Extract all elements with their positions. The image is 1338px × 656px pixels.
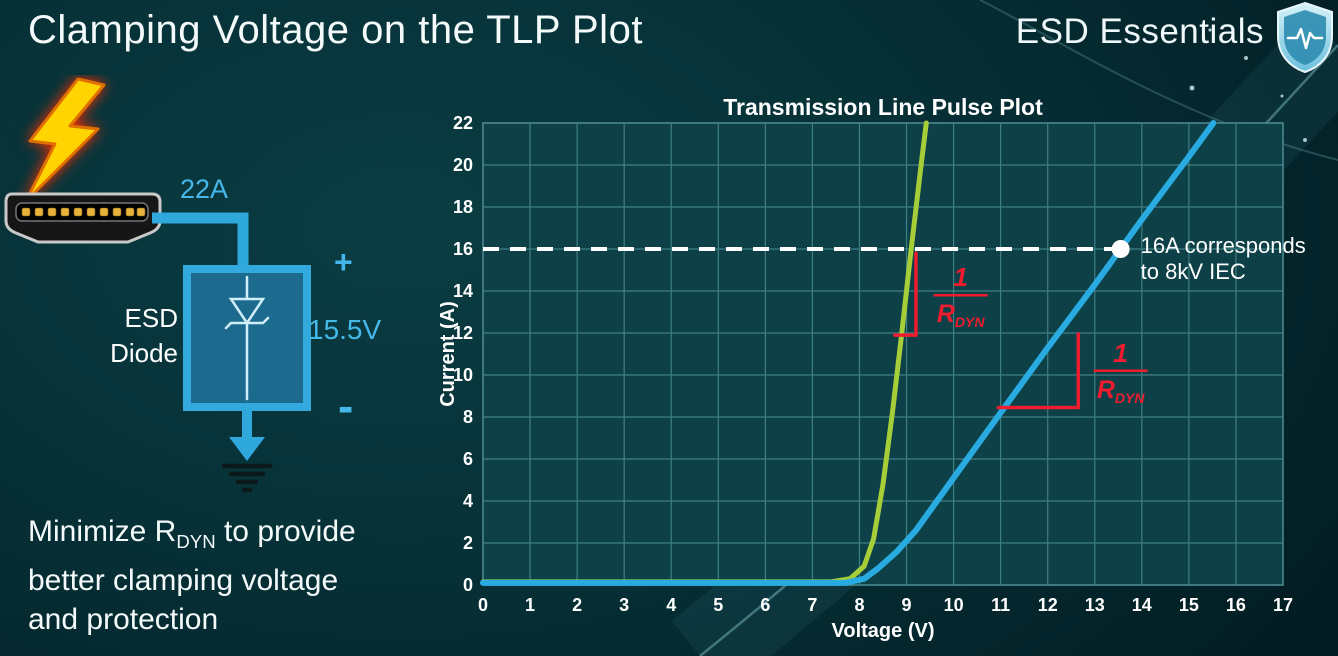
x-tick-label: 17 xyxy=(1273,595,1293,615)
caption-line1: Minimize RDYN to provide xyxy=(28,512,356,561)
surge-current-label: 22A xyxy=(180,174,229,204)
series-line-1 xyxy=(480,120,1217,586)
y-tick-label: 22 xyxy=(453,113,473,133)
x-tick-label: 11 xyxy=(991,595,1010,615)
x-tick-label: 9 xyxy=(902,595,912,615)
caption: Minimize RDYN to provide better clamping… xyxy=(28,512,356,639)
y-tick-label: 16 xyxy=(453,239,473,259)
device-label-line2: Diode xyxy=(110,338,178,368)
x-tick-label: 13 xyxy=(1085,595,1105,615)
y-tick-label: 2 xyxy=(463,533,473,553)
zener-diode-symbol-icon xyxy=(224,275,270,401)
hdmi-connector-icon xyxy=(4,192,162,244)
ground-icon xyxy=(221,463,273,493)
x-tick-label: 7 xyxy=(807,595,817,615)
y-tick-label: 8 xyxy=(463,407,473,427)
y-tick-label: 14 xyxy=(453,281,473,301)
x-tick-label: 15 xyxy=(1179,595,1199,615)
caption-line1-pre: Minimize R xyxy=(28,515,177,548)
x-tick-label: 1 xyxy=(525,595,535,615)
x-tick-label: 2 xyxy=(572,595,582,615)
surge-wire xyxy=(152,212,249,271)
y-tick-label: 0 xyxy=(463,575,473,595)
lightning-bolt-icon xyxy=(24,77,106,203)
y-tick-label: 12 xyxy=(453,323,473,343)
x-tick-label: 6 xyxy=(760,595,770,615)
caption-line1-post: to provide xyxy=(215,515,356,548)
y-tick-label: 10 xyxy=(453,365,473,385)
arrow-down-icon xyxy=(229,407,265,461)
clamp-voltage-label: 15.5V xyxy=(308,314,382,345)
y-axis-label: Current (A) xyxy=(440,301,459,407)
y-tick-label: 6 xyxy=(463,449,473,469)
brand-text: ESD Essentials xyxy=(1015,12,1264,51)
marker-dot xyxy=(1111,240,1130,258)
caption-line1-sub: DYN xyxy=(176,531,216,552)
device-label-line1: ESD xyxy=(124,303,178,333)
frac-numerator-1: 1 xyxy=(1113,338,1127,368)
x-tick-label: 8 xyxy=(854,595,864,615)
x-tick-label: 14 xyxy=(1132,595,1152,615)
caption-line3: and protection xyxy=(28,603,219,636)
x-tick-label: 4 xyxy=(666,595,676,615)
chart-title: Transmission Line Pulse Plot xyxy=(723,95,1043,120)
device-label: ESD Diode xyxy=(88,301,178,371)
tlp-chart: 1 RDYN 1 RDYN 16A corresponds to 8kV IEC 0 1 2 3 4… xyxy=(440,95,1338,656)
plot-area xyxy=(483,123,1283,585)
marker-label-line1: 16A corresponds xyxy=(1141,233,1306,258)
y-tick-label: 18 xyxy=(453,197,473,217)
x-tick-label: 10 xyxy=(944,595,964,615)
x-tick-label: 5 xyxy=(713,595,723,615)
caption-line2: better clamping voltage xyxy=(28,564,339,597)
x-axis-label: Voltage (V) xyxy=(832,620,935,642)
x-tick-label: 3 xyxy=(619,595,629,615)
x-tick-label: 0 xyxy=(478,595,488,615)
pulse-line-icon xyxy=(1286,27,1324,50)
page-title: Clamping Voltage on the TLP Plot xyxy=(28,8,643,52)
y-tick-label: 20 xyxy=(453,155,473,175)
esd-diagram xyxy=(4,77,311,493)
plus-label: + xyxy=(334,244,353,280)
x-tick-label: 12 xyxy=(1038,595,1058,615)
marker-label-line2: to 8kV IEC xyxy=(1141,259,1246,284)
series-line-0 xyxy=(480,120,929,585)
frac-numerator-0: 1 xyxy=(953,262,967,292)
x-tick-label: 16 xyxy=(1226,595,1246,615)
y-tick-label: 4 xyxy=(463,491,473,511)
minus-label: - xyxy=(338,380,354,432)
shield-logo-icon xyxy=(1277,1,1333,74)
plot-border xyxy=(482,122,1284,586)
